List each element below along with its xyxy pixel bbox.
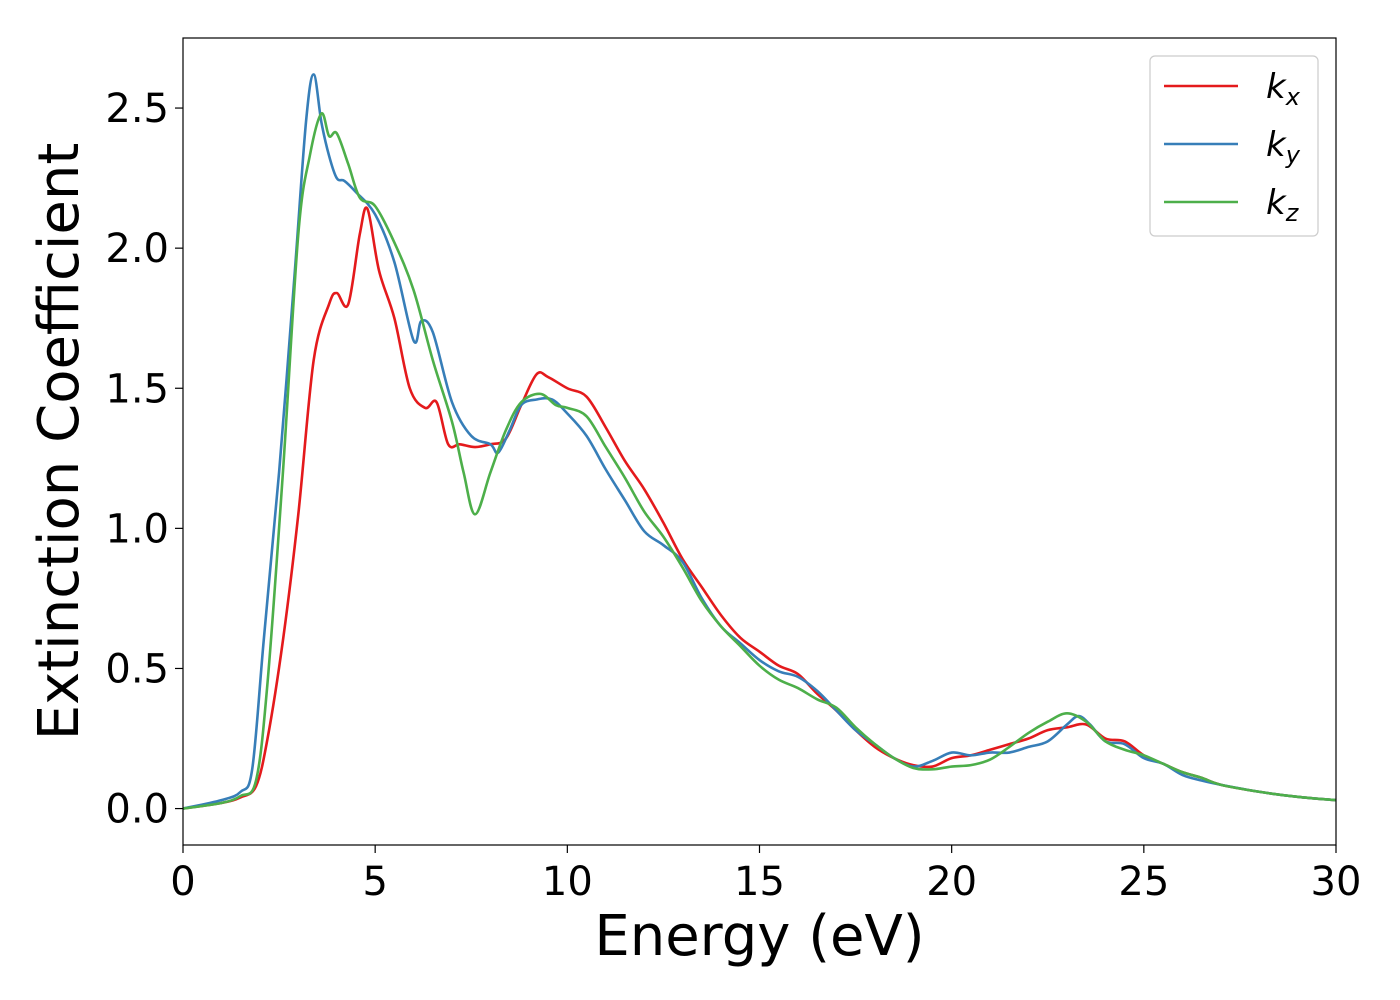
x-tick-label: 15: [734, 859, 785, 905]
x-axis-title: Energy (eV): [594, 904, 924, 969]
x-tick-label: 30: [1311, 859, 1362, 905]
legend-label-ky: ky: [1266, 125, 1301, 169]
legend-label-kx: kx: [1266, 67, 1301, 111]
legend-label-kz: kz: [1266, 183, 1300, 227]
x-tick-label: 20: [926, 859, 977, 905]
x-tick-label: 25: [1118, 859, 1169, 905]
y-tick-label: 1.0: [105, 506, 169, 552]
legend-box: [1149, 55, 1319, 237]
y-tick-label: 2.5: [105, 86, 169, 132]
y-tick-label: 2.0: [105, 226, 169, 272]
ticks-layer: 0 5 10 15 20 25 30 0.0 0.5 1.0 1.5 2.0 2.5: [105, 86, 1361, 905]
series-line-kz: [183, 112, 1336, 810]
x-tick-label: 10: [542, 859, 593, 905]
y-tick-label: 1.5: [105, 366, 169, 412]
y-tick-label: 0.0: [105, 787, 169, 833]
x-tick-label: 5: [362, 859, 387, 905]
x-tick-label: 0: [170, 859, 195, 905]
legend: kx ky kz: [1149, 55, 1319, 237]
y-tick-label: 0.5: [105, 646, 169, 692]
series-line-kx: [183, 206, 1336, 810]
series-layer: [183, 73, 1336, 810]
y-axis-title: Extinction Coefficient: [27, 143, 92, 741]
plot-area-frame: [182, 37, 1337, 846]
